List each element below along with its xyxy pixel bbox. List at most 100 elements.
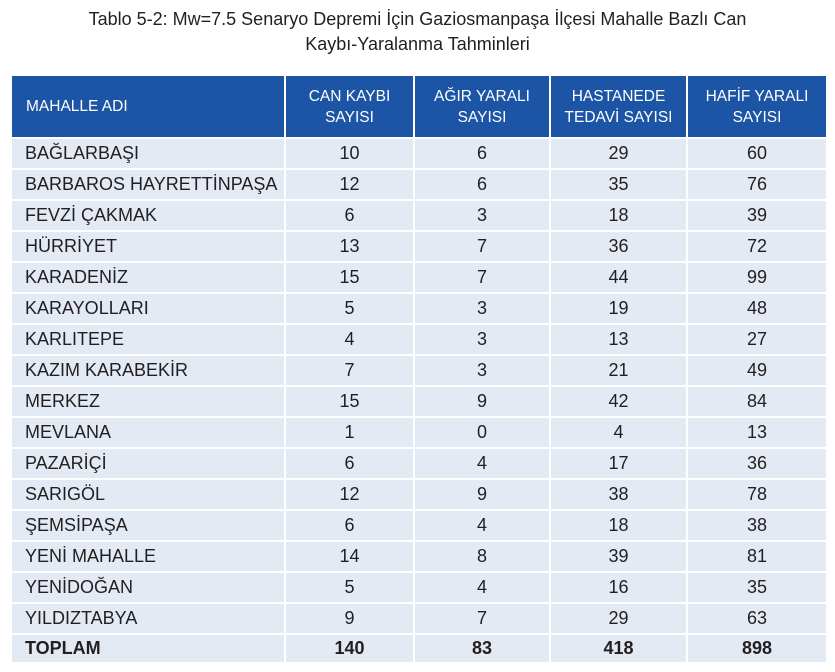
header-mahalle-adi: MAHALLE ADI [12,76,285,138]
table-row: FEVZİ ÇAKMAK 6 3 18 39 [12,199,826,231]
cell-hafif-yarali: 35 [686,571,826,603]
cell-can-kaybi: 1 [284,416,414,448]
table-row: HÜRRİYET 13 7 36 72 [12,230,826,262]
cell-agir-yarali: 3 [413,354,550,386]
cell-hafif-yarali: 13 [686,416,826,448]
cell-hafif-yarali: 78 [686,478,826,510]
total-can-kaybi: 140 [284,633,414,662]
cell-can-kaybi: 13 [284,230,414,262]
table-row: MERKEZ 15 9 42 84 [12,385,826,417]
cell-agir-yarali: 3 [413,292,550,324]
cell-agir-yarali: 3 [413,323,550,355]
cell-hastanede-tedavi: 38 [549,478,687,510]
cell-mahalle-adi: BAĞLARBAŞI [12,137,285,169]
cell-mahalle-adi: MEVLANA [12,416,285,448]
table-row: YENİDOĞAN 5 4 16 35 [12,571,826,603]
cell-mahalle-adi: BARBAROS HAYRETTİNPAŞA [12,168,285,200]
cell-hastanede-tedavi: 4 [549,416,687,448]
cell-agir-yarali: 9 [413,385,550,417]
table-caption: Tablo 5-2: Mw=7.5 Senaryo Depremi İçin G… [0,7,835,57]
cell-can-kaybi: 15 [284,385,414,417]
cell-hastanede-tedavi: 44 [549,261,687,293]
cell-hafif-yarali: 38 [686,509,826,541]
cell-can-kaybi: 6 [284,199,414,231]
cell-mahalle-adi: PAZARİÇİ [12,447,285,479]
cell-agir-yarali: 7 [413,261,550,293]
total-label: TOPLAM [12,633,285,662]
cell-mahalle-adi: KARAYOLLARI [12,292,285,324]
cell-can-kaybi: 6 [284,447,414,479]
table-header: MAHALLE ADI CAN KAYBI SAYISI AĞIR YARALI… [12,76,826,138]
cell-mahalle-adi: YILDIZTABYA [12,602,285,634]
cell-can-kaybi: 10 [284,137,414,169]
cell-hastanede-tedavi: 13 [549,323,687,355]
table-row: YENİ MAHALLE 14 8 39 81 [12,540,826,572]
casualty-table: MAHALLE ADI CAN KAYBI SAYISI AĞIR YARALI… [12,76,826,662]
cell-hastanede-tedavi: 18 [549,509,687,541]
cell-mahalle-adi: SARIGÖL [12,478,285,510]
cell-agir-yarali: 7 [413,602,550,634]
cell-can-kaybi: 14 [284,540,414,572]
cell-hastanede-tedavi: 21 [549,354,687,386]
cell-can-kaybi: 5 [284,292,414,324]
cell-mahalle-adi: MERKEZ [12,385,285,417]
cell-agir-yarali: 0 [413,416,550,448]
table-row: YILDIZTABYA 9 7 29 63 [12,602,826,634]
cell-agir-yarali: 8 [413,540,550,572]
cell-hastanede-tedavi: 17 [549,447,687,479]
cell-hafif-yarali: 27 [686,323,826,355]
cell-hafif-yarali: 49 [686,354,826,386]
cell-mahalle-adi: YENİDOĞAN [12,571,285,603]
total-hastanede-tedavi: 418 [549,633,687,662]
cell-can-kaybi: 12 [284,168,414,200]
cell-agir-yarali: 6 [413,168,550,200]
total-row: TOPLAM 140 83 418 898 [12,633,826,662]
cell-can-kaybi: 15 [284,261,414,293]
cell-hafif-yarali: 39 [686,199,826,231]
cell-hastanede-tedavi: 36 [549,230,687,262]
cell-hastanede-tedavi: 18 [549,199,687,231]
cell-agir-yarali: 6 [413,137,550,169]
cell-agir-yarali: 4 [413,447,550,479]
table-row: KAZIM KARABEKİR 7 3 21 49 [12,354,826,386]
table-row: PAZARİÇİ 6 4 17 36 [12,447,826,479]
header-can-kaybi: CAN KAYBI SAYISI [284,76,414,138]
cell-hastanede-tedavi: 16 [549,571,687,603]
table-row: ŞEMSİPAŞA 6 4 18 38 [12,509,826,541]
cell-agir-yarali: 3 [413,199,550,231]
caption-line-1: Tablo 5-2: Mw=7.5 Senaryo Depremi İçin G… [88,9,747,29]
total-hafif-yarali: 898 [686,633,826,662]
cell-agir-yarali: 9 [413,478,550,510]
cell-hafif-yarali: 48 [686,292,826,324]
cell-hastanede-tedavi: 29 [549,137,687,169]
cell-hafif-yarali: 81 [686,540,826,572]
cell-mahalle-adi: KAZIM KARABEKİR [12,354,285,386]
table-row: KARAYOLLARI 5 3 19 48 [12,292,826,324]
header-agir-yarali: AĞIR YARALI SAYISI [413,76,550,138]
table-row: BAĞLARBAŞI 10 6 29 60 [12,137,826,169]
cell-hafif-yarali: 63 [686,602,826,634]
table-row: BARBAROS HAYRETTİNPAŞA 12 6 35 76 [12,168,826,200]
cell-agir-yarali: 4 [413,571,550,603]
cell-mahalle-adi: KARLITEPE [12,323,285,355]
cell-agir-yarali: 4 [413,509,550,541]
table-row: SARIGÖL 12 9 38 78 [12,478,826,510]
cell-mahalle-adi: YENİ MAHALLE [12,540,285,572]
cell-can-kaybi: 7 [284,354,414,386]
cell-can-kaybi: 12 [284,478,414,510]
cell-can-kaybi: 6 [284,509,414,541]
total-agir-yarali: 83 [413,633,550,662]
cell-mahalle-adi: HÜRRİYET [12,230,285,262]
header-hafif-yarali: HAFİF YARALI SAYISI [686,76,826,138]
cell-hafif-yarali: 36 [686,447,826,479]
cell-hastanede-tedavi: 29 [549,602,687,634]
cell-hafif-yarali: 84 [686,385,826,417]
cell-hafif-yarali: 99 [686,261,826,293]
cell-hafif-yarali: 60 [686,137,826,169]
table-body: BAĞLARBAŞI 10 6 29 60 BARBAROS HAYRETTİNPAŞA 1… [12,137,826,662]
header-row: MAHALLE ADI CAN KAYBI SAYISI AĞIR YARALI… [12,76,826,138]
cell-mahalle-adi: FEVZİ ÇAKMAK [12,199,285,231]
cell-hastanede-tedavi: 35 [549,168,687,200]
header-hastanede-tedavi: HASTANEDE TEDAVİ SAYISI [549,76,687,138]
cell-mahalle-adi: KARADENİZ [12,261,285,293]
